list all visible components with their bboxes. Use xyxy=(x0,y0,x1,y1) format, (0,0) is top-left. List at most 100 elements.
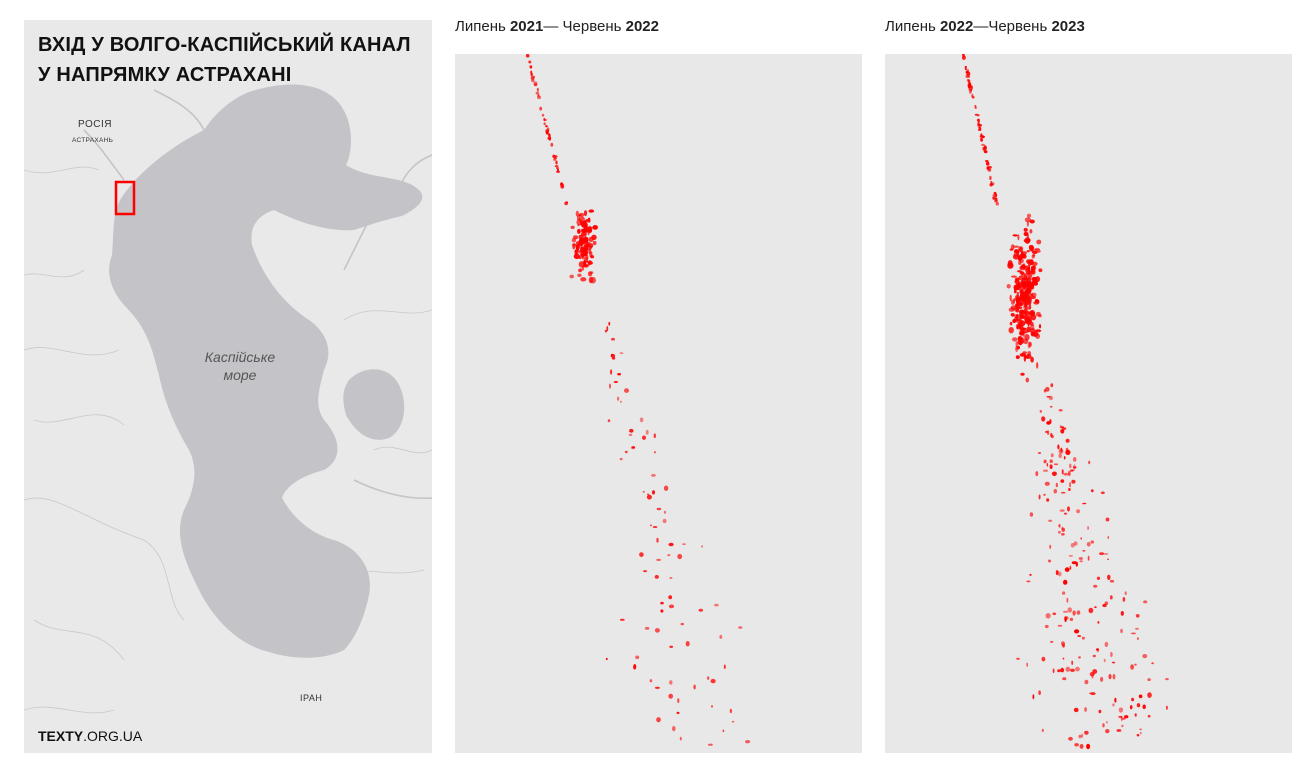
detection-blob xyxy=(1047,430,1050,435)
detection-blob xyxy=(1027,341,1031,349)
detection-blob xyxy=(1061,533,1065,536)
detection-blob xyxy=(1074,743,1079,747)
detection-blob xyxy=(1025,321,1031,324)
detection-blob xyxy=(1032,254,1036,257)
detection-blob xyxy=(588,209,595,213)
detection-blob xyxy=(1038,268,1043,273)
detection-blob xyxy=(723,664,726,670)
detection-blob xyxy=(1121,724,1124,728)
detection-blob xyxy=(613,381,618,383)
detection-blob xyxy=(1064,567,1070,572)
detection-blob xyxy=(668,693,673,699)
detection-blob xyxy=(1027,351,1032,357)
detection-blob xyxy=(1081,636,1085,640)
detection-blob xyxy=(1143,600,1148,604)
detection-blob xyxy=(989,175,992,181)
detection-blob xyxy=(672,725,676,732)
detection-blob xyxy=(1030,356,1034,363)
detection-blob xyxy=(987,165,992,169)
detection-blob xyxy=(578,238,585,244)
detection-blob xyxy=(1050,640,1054,643)
detection-blob xyxy=(1073,464,1076,470)
detection-blob xyxy=(1049,459,1053,464)
detection-blob xyxy=(1142,654,1148,659)
detection-blob xyxy=(1029,573,1032,576)
detection-blob xyxy=(1057,444,1060,450)
detection-blob xyxy=(645,429,649,435)
detection-blob xyxy=(573,253,580,260)
detection-blob xyxy=(1138,694,1143,699)
detection-blob xyxy=(1114,697,1117,703)
detection-blob xyxy=(1061,526,1064,531)
detection-blob xyxy=(1026,250,1030,253)
detection-blob xyxy=(530,76,535,80)
detection-blob xyxy=(620,400,622,403)
detection-blob xyxy=(1103,553,1109,555)
detection-blob xyxy=(555,160,558,165)
detection-blob xyxy=(682,543,686,545)
detection-blob xyxy=(1017,234,1020,241)
detection-blob xyxy=(1013,289,1017,294)
detection-blob xyxy=(1107,574,1111,580)
detection-blob xyxy=(543,122,546,126)
detection-blob xyxy=(1112,673,1116,680)
label-astrakhan: АСТРАХАНЬ xyxy=(72,137,114,144)
label-caspian-sea: Каспійське море xyxy=(204,349,276,383)
detection-blob xyxy=(668,604,675,609)
detection-blob xyxy=(1036,362,1039,369)
detection-blob xyxy=(1036,249,1041,253)
detection-blob xyxy=(1029,245,1035,251)
detection-blob xyxy=(585,228,589,233)
detection-blob xyxy=(1009,321,1013,326)
detection-blob xyxy=(1068,555,1073,557)
detection-blob xyxy=(1041,416,1046,422)
detection-blob xyxy=(556,170,561,173)
detection-blob xyxy=(585,218,589,223)
detection-blob xyxy=(1062,591,1066,595)
detection-blob xyxy=(1124,591,1127,596)
detection-blob xyxy=(1042,469,1049,472)
detection-blob xyxy=(608,321,611,326)
detection-blob xyxy=(656,537,659,543)
detection-blob xyxy=(1014,279,1020,285)
detection-blob xyxy=(588,245,593,248)
detection-blob xyxy=(1088,607,1094,614)
detection-blob xyxy=(642,491,645,493)
detection-blob xyxy=(1024,302,1028,308)
detection-blob xyxy=(679,736,682,741)
detection-blob xyxy=(1053,488,1058,494)
detection-blob xyxy=(707,676,710,680)
detection-blob xyxy=(1136,703,1141,708)
detection-blob xyxy=(1094,606,1097,609)
detection-blob xyxy=(656,507,662,511)
detection-blob xyxy=(1052,612,1057,616)
detection-blob xyxy=(553,158,557,161)
detection-blob xyxy=(1079,560,1083,563)
detection-blob xyxy=(1102,723,1105,728)
detection-blob xyxy=(1107,536,1110,539)
label-iran: ІРАН xyxy=(300,693,323,703)
detection-blob xyxy=(970,85,973,89)
detection-blob xyxy=(1057,624,1063,627)
detection-blob xyxy=(962,54,965,58)
detection-blob xyxy=(585,248,589,255)
detection-blob xyxy=(1122,597,1126,602)
detection-blob xyxy=(1057,669,1061,673)
detection-blob xyxy=(1078,557,1083,560)
panel-1-heading-mid: — Червень xyxy=(543,18,626,35)
panel-2-heading-year-start: 2022 xyxy=(939,18,974,35)
detection-blob xyxy=(1078,734,1082,739)
detection-blob xyxy=(981,143,985,146)
caspian-sea-shape xyxy=(109,84,423,658)
detection-blob xyxy=(1073,466,1077,469)
detection-blob xyxy=(1118,707,1124,713)
detection-blob xyxy=(588,247,591,255)
detection-blob xyxy=(1112,703,1115,707)
detection-blob xyxy=(1100,676,1104,682)
detection-blob xyxy=(1023,294,1026,302)
detection-blob xyxy=(1118,715,1123,718)
detection-blob xyxy=(604,329,607,333)
detection-blob xyxy=(1109,595,1113,600)
detection-blob xyxy=(992,194,996,197)
detection-blob xyxy=(1061,469,1064,475)
